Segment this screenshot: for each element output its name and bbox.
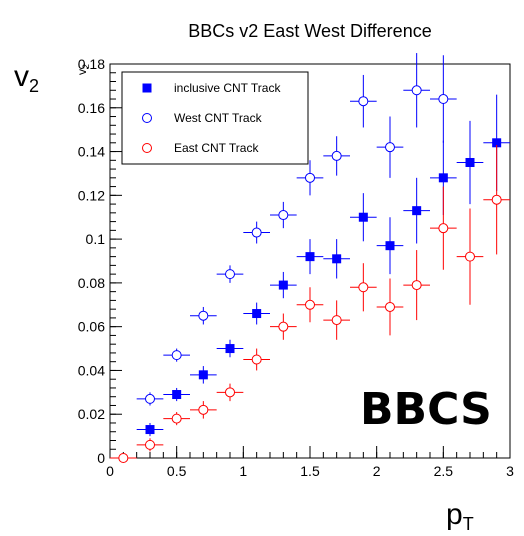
data-point bbox=[305, 252, 315, 262]
data-point bbox=[278, 210, 289, 221]
chart-title: BBCs v2 East West Difference bbox=[188, 21, 431, 41]
data-point bbox=[465, 251, 475, 262]
y-tick-label: 0.04 bbox=[78, 362, 105, 378]
data-point bbox=[412, 206, 422, 216]
legend-label: East CNT Track bbox=[174, 141, 259, 155]
legend-entry: East CNT Track bbox=[142, 141, 259, 155]
legend-entry: West CNT Track bbox=[142, 111, 263, 125]
data-point bbox=[358, 212, 368, 222]
legend-box bbox=[121, 71, 309, 165]
y-axis-label: v2 bbox=[14, 60, 39, 96]
bbcs-watermark: BBCS bbox=[360, 384, 492, 435]
data-point bbox=[171, 413, 182, 424]
y-tick-label: 0.06 bbox=[78, 319, 105, 335]
data-point bbox=[145, 425, 155, 435]
data-point bbox=[198, 404, 209, 415]
data-point bbox=[251, 354, 262, 365]
data-point bbox=[305, 172, 315, 183]
data-point bbox=[438, 223, 449, 234]
y-tick-label: 0.18 bbox=[78, 56, 105, 72]
x-axis-label-sub: T bbox=[463, 514, 474, 534]
legend-marker bbox=[142, 143, 152, 153]
data-point bbox=[358, 96, 369, 107]
legend: inclusive CNT Track West CNT Track East CN… bbox=[121, 71, 309, 165]
data-point bbox=[438, 173, 448, 183]
y-tick-label: 0.02 bbox=[78, 406, 105, 422]
data-point bbox=[198, 310, 209, 321]
series-inclusive-cnt-track bbox=[136, 94, 510, 437]
data-point bbox=[145, 393, 155, 404]
data-point bbox=[465, 158, 475, 167]
y-axis-small-label: v2 bbox=[75, 64, 91, 75]
data-point bbox=[225, 387, 235, 398]
y-axis-label-main: v bbox=[14, 60, 29, 93]
y-tick-label: 0.1 bbox=[86, 231, 106, 247]
legend-marker bbox=[142, 83, 152, 93]
x-tick-label: 3 bbox=[506, 463, 514, 479]
data-point bbox=[385, 241, 395, 251]
data-point bbox=[438, 94, 449, 105]
data-point bbox=[385, 301, 395, 312]
data-point bbox=[491, 194, 502, 205]
data-point bbox=[492, 138, 502, 148]
x-tick-label: 2 bbox=[373, 463, 381, 479]
data-point bbox=[411, 280, 422, 291]
x-axis-label-main: p bbox=[446, 498, 463, 531]
data-point bbox=[145, 439, 155, 450]
data-point bbox=[118, 453, 129, 463]
data-point bbox=[252, 309, 262, 319]
data-point bbox=[331, 315, 342, 326]
x-tick-label: 1.5 bbox=[300, 463, 320, 479]
data-point bbox=[305, 299, 315, 310]
y-axis-small-label-main: v bbox=[75, 69, 89, 75]
data-point bbox=[225, 344, 235, 354]
x-tick-label: 2.5 bbox=[434, 463, 454, 479]
data-point bbox=[385, 142, 395, 153]
data-point bbox=[198, 370, 208, 380]
data-point bbox=[278, 280, 288, 290]
data-point bbox=[358, 282, 369, 293]
x-axis-label: pT bbox=[446, 498, 474, 534]
y-tick-label: 0.14 bbox=[78, 144, 105, 160]
data-point bbox=[171, 350, 182, 361]
data-point bbox=[331, 150, 342, 161]
y-tick-label: 0 bbox=[97, 450, 105, 466]
y-axis-small-label-sub: 2 bbox=[81, 64, 91, 69]
y-tick-label: 0.12 bbox=[78, 187, 105, 203]
data-point bbox=[278, 321, 289, 332]
data-point bbox=[411, 85, 422, 96]
y-axis-label-sub: 2 bbox=[29, 76, 39, 96]
legend-entry: inclusive CNT Track bbox=[142, 81, 281, 95]
x-tick-label: 1 bbox=[239, 463, 247, 479]
data-point bbox=[225, 269, 235, 280]
y-tick-label: 0.16 bbox=[78, 100, 105, 116]
y-tick-label: 0.08 bbox=[78, 275, 105, 291]
legend-marker bbox=[142, 113, 152, 123]
legend-label: inclusive CNT Track bbox=[174, 81, 281, 95]
series-east-cnt-track bbox=[110, 144, 510, 463]
series-west-cnt-track bbox=[136, 53, 457, 406]
x-tick-label: 0.5 bbox=[167, 463, 187, 479]
data-point bbox=[332, 254, 342, 264]
data-point bbox=[251, 227, 262, 238]
legend-label: West CNT Track bbox=[174, 111, 263, 125]
data-point bbox=[172, 390, 182, 400]
plot-area: 0 0.5 1 1.5 2 2.5 3 0 0.02 0.04 0.06 0.08 0.1 0.12 0.1… bbox=[78, 53, 514, 479]
x-tick-label: 0 bbox=[106, 463, 114, 479]
